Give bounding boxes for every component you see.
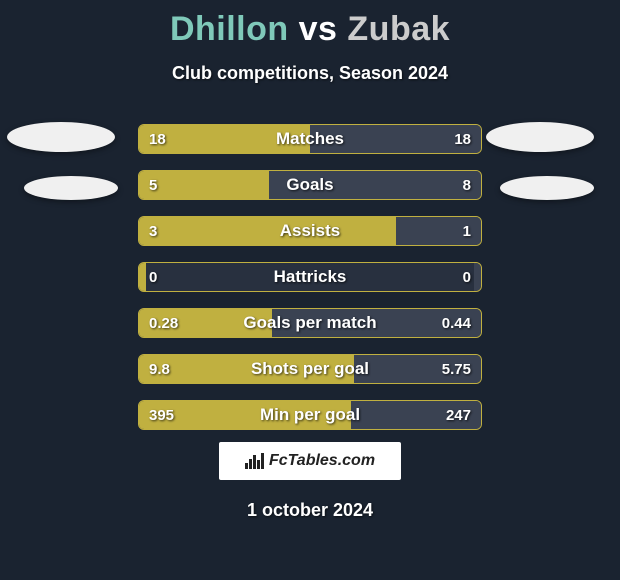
avatar-left bbox=[24, 176, 118, 200]
title-player1: Dhillon bbox=[170, 10, 289, 48]
stat-label: Goals bbox=[139, 171, 481, 199]
page-title: Dhillon vs Zubak bbox=[0, 10, 620, 49]
stat-label: Shots per goal bbox=[139, 355, 481, 383]
avatar-left bbox=[7, 122, 115, 152]
logo-bars-icon bbox=[245, 453, 263, 469]
stat-label: Hattricks bbox=[139, 263, 481, 291]
date-text: 1 october 2024 bbox=[0, 500, 620, 521]
stat-label: Goals per match bbox=[139, 309, 481, 337]
title-player2: Zubak bbox=[347, 10, 450, 48]
title-vs: vs bbox=[299, 10, 338, 48]
stat-label: Assists bbox=[139, 217, 481, 245]
stat-row: 395247Min per goal bbox=[138, 400, 482, 430]
avatar-right bbox=[486, 122, 594, 152]
avatar-right bbox=[500, 176, 594, 200]
stat-row: 9.85.75Shots per goal bbox=[138, 354, 482, 384]
logo-text: FcTables.com bbox=[269, 452, 375, 470]
card: Dhillon vs Zubak Club competitions, Seas… bbox=[0, 0, 620, 580]
stat-row: 00Hattricks bbox=[138, 262, 482, 292]
stat-row: 58Goals bbox=[138, 170, 482, 200]
stats-rows: 1818Matches 58Goals 31Assists 00Hattricks 0.… bbox=[138, 124, 482, 446]
stat-row: 1818Matches bbox=[138, 124, 482, 154]
stat-label: Matches bbox=[139, 125, 481, 153]
stat-label: Min per goal bbox=[139, 401, 481, 429]
stat-row: 0.280.44Goals per match bbox=[138, 308, 482, 338]
stat-row: 31Assists bbox=[138, 216, 482, 246]
logo: FcTables.com bbox=[219, 442, 401, 480]
subtitle: Club competitions, Season 2024 bbox=[0, 63, 620, 84]
